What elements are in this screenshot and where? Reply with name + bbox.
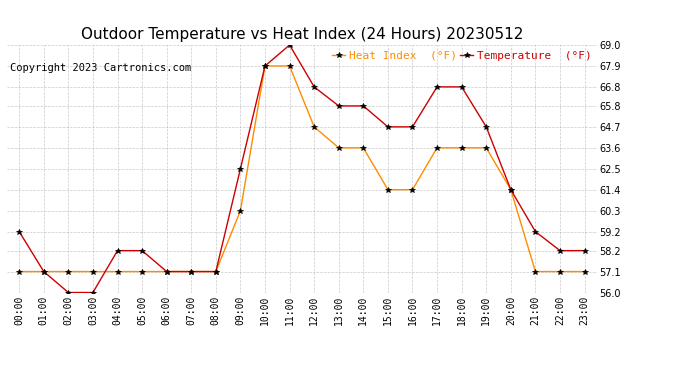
Heat Index  (°F) <box>556 269 564 274</box>
Temperature  (°F) <box>556 248 564 253</box>
Heat Index  (°F) <box>212 269 220 274</box>
Temperature  (°F) <box>408 124 417 129</box>
Temperature  (°F) <box>15 230 23 234</box>
Heat Index  (°F) <box>506 188 515 192</box>
Temperature  (°F) <box>113 248 121 253</box>
Temperature  (°F) <box>580 248 589 253</box>
Heat Index  (°F) <box>113 269 121 274</box>
Heat Index  (°F) <box>482 146 491 150</box>
Temperature  (°F) <box>89 290 97 295</box>
Temperature  (°F) <box>433 85 441 89</box>
Title: Outdoor Temperature vs Heat Index (24 Hours) 20230512: Outdoor Temperature vs Heat Index (24 Ho… <box>81 27 523 42</box>
Heat Index  (°F) <box>457 146 466 150</box>
Heat Index  (°F) <box>580 269 589 274</box>
Heat Index  (°F) <box>261 64 269 68</box>
Temperature  (°F) <box>531 230 540 234</box>
Text: Copyright 2023 Cartronics.com: Copyright 2023 Cartronics.com <box>10 63 192 73</box>
Heat Index  (°F) <box>15 269 23 274</box>
Heat Index  (°F) <box>408 188 417 192</box>
Heat Index  (°F) <box>286 64 294 68</box>
Temperature  (°F) <box>335 104 343 108</box>
Heat Index  (°F) <box>310 124 318 129</box>
Heat Index  (°F) <box>138 269 146 274</box>
Heat Index  (°F) <box>39 269 48 274</box>
Line: Temperature  (°F): Temperature (°F) <box>17 42 587 295</box>
Temperature  (°F) <box>482 124 491 129</box>
Temperature  (°F) <box>310 85 318 89</box>
Line: Heat Index  (°F): Heat Index (°F) <box>17 63 587 274</box>
Heat Index  (°F) <box>433 146 441 150</box>
Temperature  (°F) <box>359 104 368 108</box>
Heat Index  (°F) <box>359 146 368 150</box>
Temperature  (°F) <box>138 248 146 253</box>
Heat Index  (°F) <box>89 269 97 274</box>
Temperature  (°F) <box>39 269 48 274</box>
Temperature  (°F) <box>187 269 195 274</box>
Heat Index  (°F) <box>531 269 540 274</box>
Legend: Heat Index  (°F), Temperature  (°F): Heat Index (°F), Temperature (°F) <box>332 51 591 60</box>
Temperature  (°F) <box>64 290 72 295</box>
Temperature  (°F) <box>212 269 220 274</box>
Temperature  (°F) <box>384 124 392 129</box>
Temperature  (°F) <box>286 43 294 47</box>
Heat Index  (°F) <box>384 188 392 192</box>
Heat Index  (°F) <box>163 269 171 274</box>
Temperature  (°F) <box>506 188 515 192</box>
Temperature  (°F) <box>457 85 466 89</box>
Heat Index  (°F) <box>335 146 343 150</box>
Heat Index  (°F) <box>64 269 72 274</box>
Heat Index  (°F) <box>187 269 195 274</box>
Temperature  (°F) <box>261 64 269 68</box>
Temperature  (°F) <box>236 166 244 171</box>
Temperature  (°F) <box>163 269 171 274</box>
Heat Index  (°F) <box>236 209 244 213</box>
